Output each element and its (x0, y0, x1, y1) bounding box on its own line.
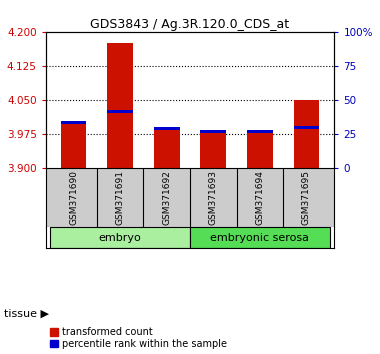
Bar (154, 127, 179, 130)
Bar (294, 126, 319, 129)
Bar (107, 110, 133, 113)
Bar (247, 130, 273, 133)
Bar (50, 227, 190, 248)
Bar (61, 121, 86, 168)
Text: tissue ▶: tissue ▶ (4, 308, 49, 318)
Bar (294, 100, 319, 168)
Text: GSM371690: GSM371690 (69, 170, 78, 225)
Bar (154, 127, 179, 168)
Bar (201, 130, 226, 133)
Title: GDS3843 / Ag.3R.120.0_CDS_at: GDS3843 / Ag.3R.120.0_CDS_at (90, 18, 290, 31)
Bar (190, 227, 330, 248)
Text: embryonic serosa: embryonic serosa (211, 233, 309, 242)
Bar (201, 130, 226, 168)
Bar (107, 43, 133, 168)
Text: GSM371693: GSM371693 (209, 170, 218, 225)
Text: GSM371695: GSM371695 (302, 170, 311, 225)
Bar (247, 130, 273, 168)
Legend: transformed count, percentile rank within the sample: transformed count, percentile rank withi… (51, 327, 227, 349)
Text: GSM371692: GSM371692 (162, 170, 171, 225)
Text: embryo: embryo (99, 233, 141, 242)
Bar (61, 121, 86, 124)
Text: GSM371691: GSM371691 (116, 170, 125, 225)
Text: GSM371694: GSM371694 (255, 170, 264, 225)
